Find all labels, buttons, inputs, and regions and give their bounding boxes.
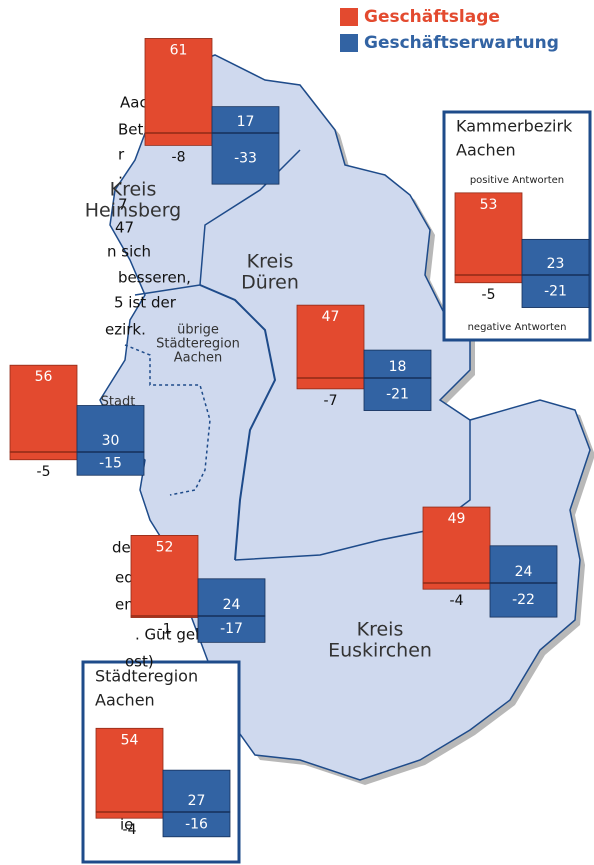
text-fragment: n sich bbox=[107, 243, 151, 261]
box-title: Aachen bbox=[456, 141, 516, 160]
legend-label: Geschäftserwartung bbox=[364, 33, 559, 53]
value-label: 24 bbox=[223, 597, 241, 613]
value-label: -15 bbox=[99, 456, 122, 472]
value-label: 56 bbox=[35, 369, 53, 385]
value-label: 23 bbox=[547, 256, 565, 272]
legend-swatch bbox=[340, 8, 358, 26]
value-label: -33 bbox=[234, 151, 257, 167]
box-note: positive Antworten bbox=[470, 175, 564, 186]
region-label: Kreis bbox=[357, 619, 404, 641]
bar-positive bbox=[130, 535, 199, 617]
region-border bbox=[234, 420, 471, 561]
bar-negative bbox=[296, 377, 365, 390]
text-fragment: ost) bbox=[125, 653, 154, 671]
text-fragment: ezirk. bbox=[105, 321, 146, 339]
region-label: Düren bbox=[241, 272, 299, 294]
bar-negative bbox=[454, 274, 523, 284]
bar-negative bbox=[521, 274, 590, 308]
bar-negative bbox=[95, 811, 164, 819]
box-title: Kammerbezirk bbox=[456, 117, 573, 136]
value-label: -16 bbox=[185, 816, 208, 832]
region-label: Kreis bbox=[247, 251, 294, 273]
value-label: 53 bbox=[480, 197, 498, 213]
value-label: 47 bbox=[322, 309, 340, 325]
value-label: -1 bbox=[158, 622, 172, 638]
bar-positive bbox=[489, 545, 558, 584]
region-label: Städteregion bbox=[156, 337, 240, 352]
text-fragment: 5 ist der bbox=[114, 294, 177, 312]
value-label: -5 bbox=[482, 287, 496, 303]
bar-positive bbox=[211, 106, 280, 134]
legend-swatch bbox=[340, 34, 358, 52]
bar-negative bbox=[422, 582, 491, 590]
value-label: -5 bbox=[37, 464, 51, 480]
bar-positive bbox=[9, 364, 78, 453]
bar-negative bbox=[197, 615, 266, 643]
value-label: 61 bbox=[170, 42, 188, 58]
value-label: -17 bbox=[220, 621, 243, 637]
region-label: Kreis bbox=[110, 179, 157, 201]
value-label: 18 bbox=[389, 359, 407, 375]
bar-positive bbox=[144, 38, 213, 134]
value-label: -4 bbox=[450, 593, 464, 609]
bar-positive bbox=[363, 349, 432, 379]
value-label: 27 bbox=[188, 793, 206, 809]
box-note: negative Antworten bbox=[468, 322, 567, 333]
value-label: 24 bbox=[515, 564, 533, 580]
bar-positive bbox=[197, 578, 266, 617]
value-label: 30 bbox=[102, 433, 120, 449]
region-label: Heinsberg bbox=[85, 200, 181, 222]
box-title: Aachen bbox=[95, 691, 155, 710]
text-fragment: : bbox=[118, 171, 123, 189]
bar-positive bbox=[296, 304, 365, 379]
bar-negative bbox=[211, 132, 280, 185]
bar-negative bbox=[144, 132, 213, 146]
bar-positive bbox=[95, 727, 164, 813]
text-fragment: besseren, bbox=[118, 269, 191, 287]
text-fragment: r bbox=[118, 146, 125, 164]
city-border bbox=[124, 344, 211, 496]
bar-positive bbox=[454, 192, 523, 276]
bar-positive bbox=[162, 769, 231, 813]
bar-positive bbox=[76, 405, 145, 453]
value-label: -4 bbox=[123, 822, 137, 838]
value-label: 17 bbox=[237, 114, 255, 130]
value-label: 49 bbox=[448, 511, 466, 527]
text-fragment: 7 bbox=[118, 196, 128, 214]
region-border bbox=[199, 284, 277, 561]
value-label: -21 bbox=[544, 283, 567, 299]
text-fragment: ie bbox=[120, 816, 133, 834]
value-label: 54 bbox=[121, 732, 139, 748]
value-label: 52 bbox=[156, 539, 174, 555]
value-label: -8 bbox=[172, 149, 186, 165]
value-label: -21 bbox=[386, 386, 409, 402]
region-label: Aachen bbox=[174, 351, 222, 366]
region-label: Euskirchen bbox=[328, 640, 432, 662]
text-fragment: . Gut geht bbox=[135, 626, 211, 644]
box-title: Städteregion bbox=[95, 667, 198, 686]
value-label: -22 bbox=[512, 592, 535, 608]
text-fragment: 47 bbox=[115, 219, 134, 237]
legend-label: Geschäftslage bbox=[364, 7, 500, 27]
bar-negative bbox=[9, 451, 78, 461]
bar-negative bbox=[489, 582, 558, 618]
value-label: -7 bbox=[324, 393, 338, 409]
region-label: übrige bbox=[177, 323, 219, 338]
bar-negative bbox=[363, 377, 432, 411]
